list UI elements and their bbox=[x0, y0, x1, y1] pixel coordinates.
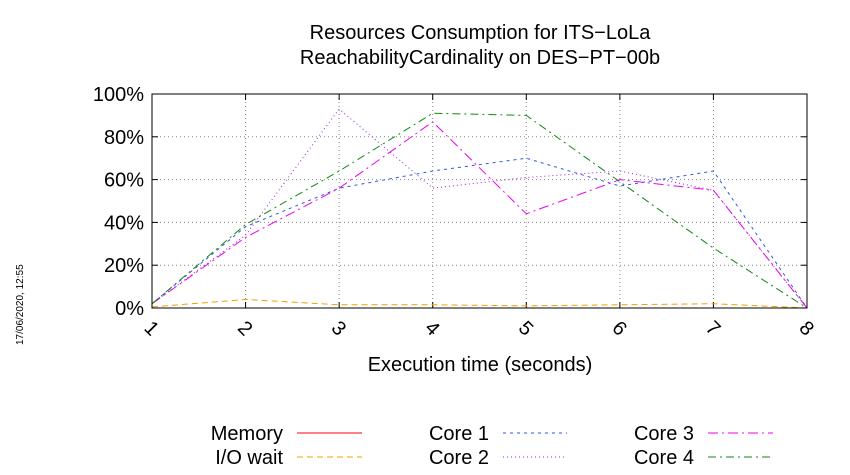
y-axis-ticks: 0% 20% 40% 60% 80% 100% bbox=[93, 84, 807, 320]
series-line-core-4 bbox=[151, 112, 808, 309]
timestamp: 17/06/2020, 12:55 bbox=[15, 264, 26, 345]
series-line-core-1 bbox=[151, 157, 808, 309]
plot-frame bbox=[151, 93, 808, 309]
y-tick-label: 0% bbox=[115, 298, 144, 320]
y-tick-label: 60% bbox=[104, 170, 144, 192]
y-tick-label: 100% bbox=[93, 84, 144, 106]
series-layer bbox=[151, 108, 808, 309]
x-tick-label: 8 bbox=[795, 317, 818, 340]
chart-title-line-1: Resources Consumption for ITS−LoLa bbox=[310, 22, 652, 44]
x-tick-label: 5 bbox=[514, 317, 537, 340]
legend-label: Core 2 bbox=[429, 447, 489, 469]
x-tick-label: 1 bbox=[140, 317, 163, 340]
series-line-i-o-wait bbox=[151, 298, 808, 309]
x-tick-label: 7 bbox=[701, 317, 724, 340]
y-tick-label: 80% bbox=[104, 127, 144, 149]
legend-label: I/O wait bbox=[215, 447, 283, 469]
x-tick-label: 4 bbox=[420, 317, 443, 340]
legend-label: Memory bbox=[211, 423, 283, 445]
chart-title-line-2: ReachabilityCardinality on DES−PT−00b bbox=[300, 47, 660, 69]
x-tick-label: 6 bbox=[607, 317, 630, 340]
legend-label: Core 4 bbox=[634, 447, 694, 469]
x-tick-label: 3 bbox=[327, 317, 350, 340]
legend-label: Core 1 bbox=[429, 423, 489, 445]
y-tick-label: 20% bbox=[104, 255, 144, 277]
x-axis-label: Execution time (seconds) bbox=[368, 354, 593, 376]
series-line-core-3 bbox=[151, 121, 808, 309]
x-tick-label: 2 bbox=[233, 317, 256, 340]
series-line-core-2 bbox=[151, 108, 808, 309]
y-tick-label: 40% bbox=[104, 212, 144, 234]
grid bbox=[152, 94, 807, 308]
legend-label: Core 3 bbox=[634, 423, 694, 445]
